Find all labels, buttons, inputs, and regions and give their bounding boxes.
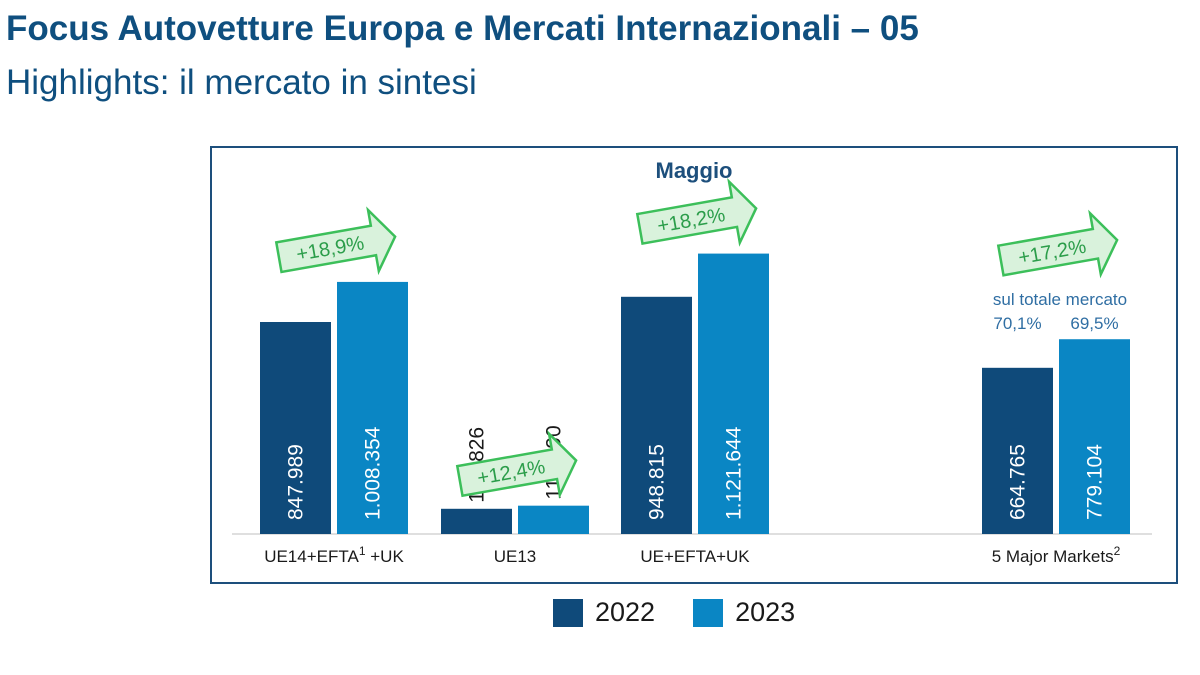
growth-arrow-shape bbox=[455, 430, 578, 499]
bar-value-label: 948.815 bbox=[646, 444, 669, 520]
bar-2022-2 bbox=[621, 296, 692, 534]
growth-arrow: +17,2% bbox=[996, 209, 1119, 279]
legend-swatch-2023 bbox=[693, 598, 724, 627]
bar-2023-2 bbox=[698, 253, 769, 534]
page-title: Focus Autovetture Europa e Mercati Inter… bbox=[6, 9, 919, 48]
bar-value-label: 779.104 bbox=[1084, 444, 1107, 520]
category-label: UE+EFTA+UK bbox=[640, 547, 750, 566]
category-label: 5 Major Markets2 bbox=[992, 544, 1121, 566]
share-value-label: 69,5% bbox=[1070, 314, 1118, 333]
share-value-label: 70,1% bbox=[993, 314, 1041, 333]
share-note-text: sul totale mercato bbox=[993, 290, 1127, 309]
bar-value-label: 664.765 bbox=[1007, 444, 1030, 520]
growth-arrow-shape bbox=[635, 177, 758, 247]
bar-2022-0 bbox=[260, 322, 331, 534]
category-label: UE13 bbox=[494, 547, 537, 566]
bar-value-label: 1.121.644 bbox=[723, 426, 746, 520]
growth-arrow-shape bbox=[996, 209, 1119, 279]
category-label: UE14+EFTA1 +UK bbox=[264, 544, 404, 566]
growth-arrow: +12,4% bbox=[455, 430, 578, 499]
chart-legend: 2022 2023 bbox=[553, 597, 833, 628]
bar-chart: Maggio 847.989 1.008.354 UE14+EFTA1 +UK +18,… bbox=[232, 158, 1152, 566]
bar-2022-1 bbox=[441, 508, 512, 534]
legend-label-2023: 2023 bbox=[735, 597, 796, 627]
bar-2023-3 bbox=[1059, 339, 1130, 534]
legend-label-2022: 2022 bbox=[595, 597, 656, 627]
legend-item-2022: 2022 bbox=[553, 597, 655, 628]
legend-swatch-2022 bbox=[553, 598, 583, 627]
bar-value-label: 1.008.354 bbox=[362, 426, 385, 520]
bar-value-label: 847.989 bbox=[285, 444, 308, 520]
chart-title: Maggio bbox=[656, 158, 733, 183]
bar-2023-1 bbox=[518, 505, 589, 534]
bar-2022-3 bbox=[982, 367, 1053, 534]
chart-frame: Maggio 847.989 1.008.354 UE14+EFTA1 +UK +18,… bbox=[210, 146, 1178, 584]
legend-item-2023: 2023 bbox=[693, 597, 795, 628]
growth-arrow: +18,2% bbox=[635, 177, 758, 247]
growth-arrow-shape bbox=[274, 206, 397, 276]
page-subtitle: Highlights: il mercato in sintesi bbox=[6, 63, 477, 102]
bar-2023-0 bbox=[337, 281, 408, 534]
growth-arrow: +18,9% bbox=[274, 206, 397, 276]
